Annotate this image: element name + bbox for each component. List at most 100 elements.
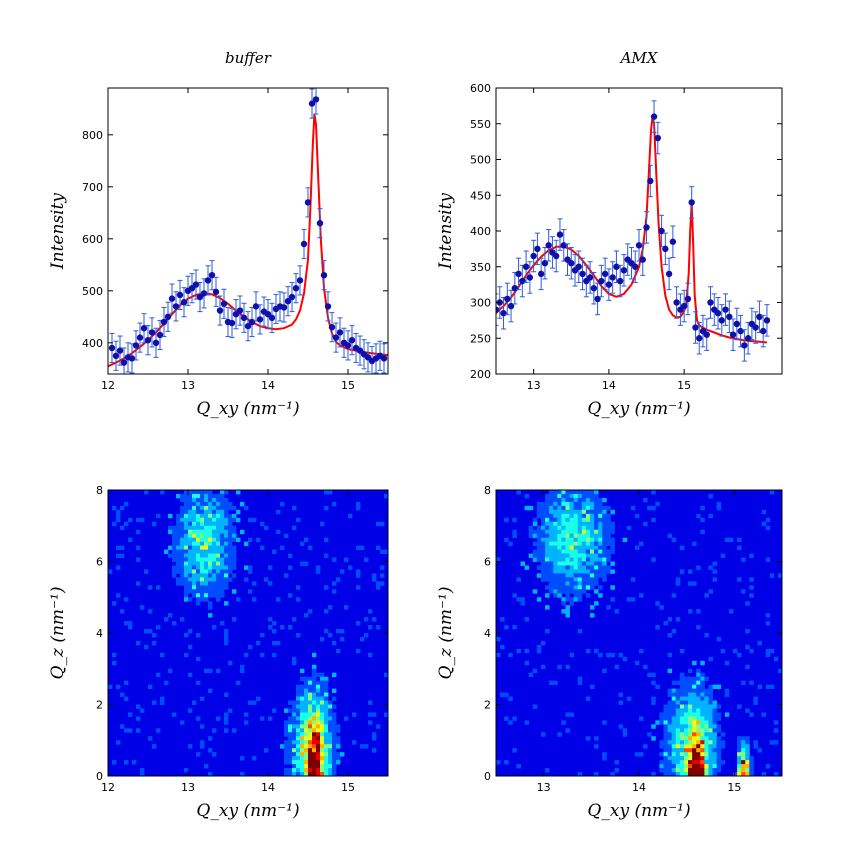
heatmap-cell	[228, 660, 233, 666]
heatmap-cell	[176, 541, 181, 547]
heatmap-cell	[312, 664, 317, 670]
heatmap-cell	[712, 752, 718, 757]
heatmap-cell	[696, 744, 701, 749]
heatmap-cell	[188, 525, 193, 531]
heatmap-cell	[704, 696, 709, 701]
heatmap-cell	[216, 716, 221, 721]
heatmap-cell	[216, 557, 221, 562]
y-axis-label: Intensity	[48, 193, 68, 270]
heatmap-cell	[659, 752, 664, 757]
heatmap-cell	[696, 724, 701, 729]
heatmap-cell	[585, 573, 591, 578]
heatmap-cell	[140, 708, 145, 713]
heatmap-cell	[708, 764, 713, 769]
heatmap-cell	[380, 521, 385, 527]
heatmap-cell	[602, 720, 607, 725]
heatmap-cell	[136, 728, 141, 733]
heatmap-cell	[364, 617, 369, 622]
heatmap-cell	[704, 593, 709, 598]
heatmap-cell	[667, 752, 673, 757]
heatmap-cell	[598, 529, 603, 535]
heatmap-cell	[536, 557, 542, 562]
heatmap-cell	[284, 756, 289, 761]
heatmap-cell	[683, 704, 689, 709]
heatmap-cell	[356, 585, 361, 590]
heatmap-cell	[304, 676, 309, 682]
heatmap-cell	[232, 525, 237, 531]
heatmap-cell	[200, 589, 205, 594]
heatmap-cell	[136, 557, 141, 562]
heatmap-cell	[380, 573, 385, 578]
heatmap-cell	[328, 724, 333, 729]
heatmap-cell	[577, 553, 583, 558]
heatmap-cell	[659, 744, 664, 749]
heatmap-cell	[565, 549, 570, 554]
heatmap-cell	[212, 525, 217, 531]
heatmap-cell	[577, 537, 583, 543]
heatmap-cell	[545, 505, 550, 511]
heatmap-cell	[765, 621, 771, 626]
heatmap-cell	[757, 748, 762, 753]
heatmap-cell	[692, 696, 697, 701]
heatmap-cell	[602, 497, 607, 503]
heatmap-cell	[728, 537, 734, 543]
heatmap-cell	[156, 728, 161, 733]
heatmap-cell	[536, 541, 542, 547]
heatmap-cell	[663, 756, 668, 761]
heatmap-cell	[724, 688, 730, 693]
heatmap-cell	[156, 625, 161, 630]
heatmap-cell	[667, 760, 673, 765]
heatmap-cell	[704, 740, 709, 745]
heatmap-cell	[192, 501, 197, 507]
heatmap-cell	[557, 553, 562, 558]
heatmap-cell	[581, 501, 587, 507]
heatmap-cell	[188, 533, 193, 539]
heatmap-cell	[761, 521, 767, 527]
heatmap-cell	[585, 497, 591, 503]
x-tick-label: 14	[602, 379, 616, 392]
heatmap-cell	[116, 684, 121, 690]
heatmap-cell	[200, 517, 205, 523]
heatmap-cell	[196, 565, 201, 570]
heatmap-cell	[634, 513, 640, 519]
heatmap-cell	[557, 557, 562, 562]
heatmap-cell	[753, 740, 758, 745]
heatmap-cell	[236, 680, 241, 686]
heatmap-cell	[300, 716, 305, 721]
heatmap-cell	[663, 732, 668, 737]
heatmap-cell	[606, 521, 611, 527]
heatmap-cell	[585, 529, 591, 535]
data-point	[718, 317, 725, 324]
heatmap-cell	[683, 720, 689, 725]
heatmap-cell	[316, 569, 321, 574]
heatmap-cell	[172, 533, 177, 539]
heatmap-cell	[384, 493, 388, 499]
heatmap-cell	[565, 557, 570, 562]
heatmap-cell	[692, 724, 697, 729]
heatmap-cell	[296, 720, 301, 725]
heatmap-cell	[545, 493, 550, 499]
heatmap-cell	[692, 740, 697, 745]
heatmap-cell	[704, 712, 709, 717]
heatmap-cell	[663, 768, 668, 773]
data-point	[722, 306, 729, 313]
heatmap-cell	[675, 700, 681, 705]
heatmap-cell	[192, 573, 197, 578]
heatmap-cell	[679, 760, 685, 765]
data-point	[332, 334, 340, 341]
heatmap-cell	[280, 625, 285, 630]
heatmap-cell	[540, 501, 546, 507]
heatmap-cell	[184, 569, 189, 574]
heatmap-cell	[536, 549, 542, 554]
heatmap-cell	[196, 529, 201, 535]
heatmap-cell	[312, 724, 317, 729]
heatmap-cell	[292, 772, 297, 776]
data-point	[707, 299, 714, 306]
data-point	[256, 316, 264, 323]
heatmap-cell	[712, 700, 718, 705]
heatmap-cell	[208, 589, 213, 594]
heatmap-cell	[288, 768, 293, 773]
heatmap-cell	[180, 541, 185, 547]
heatmap-cell	[156, 585, 161, 590]
heatmap-cell	[704, 760, 709, 765]
